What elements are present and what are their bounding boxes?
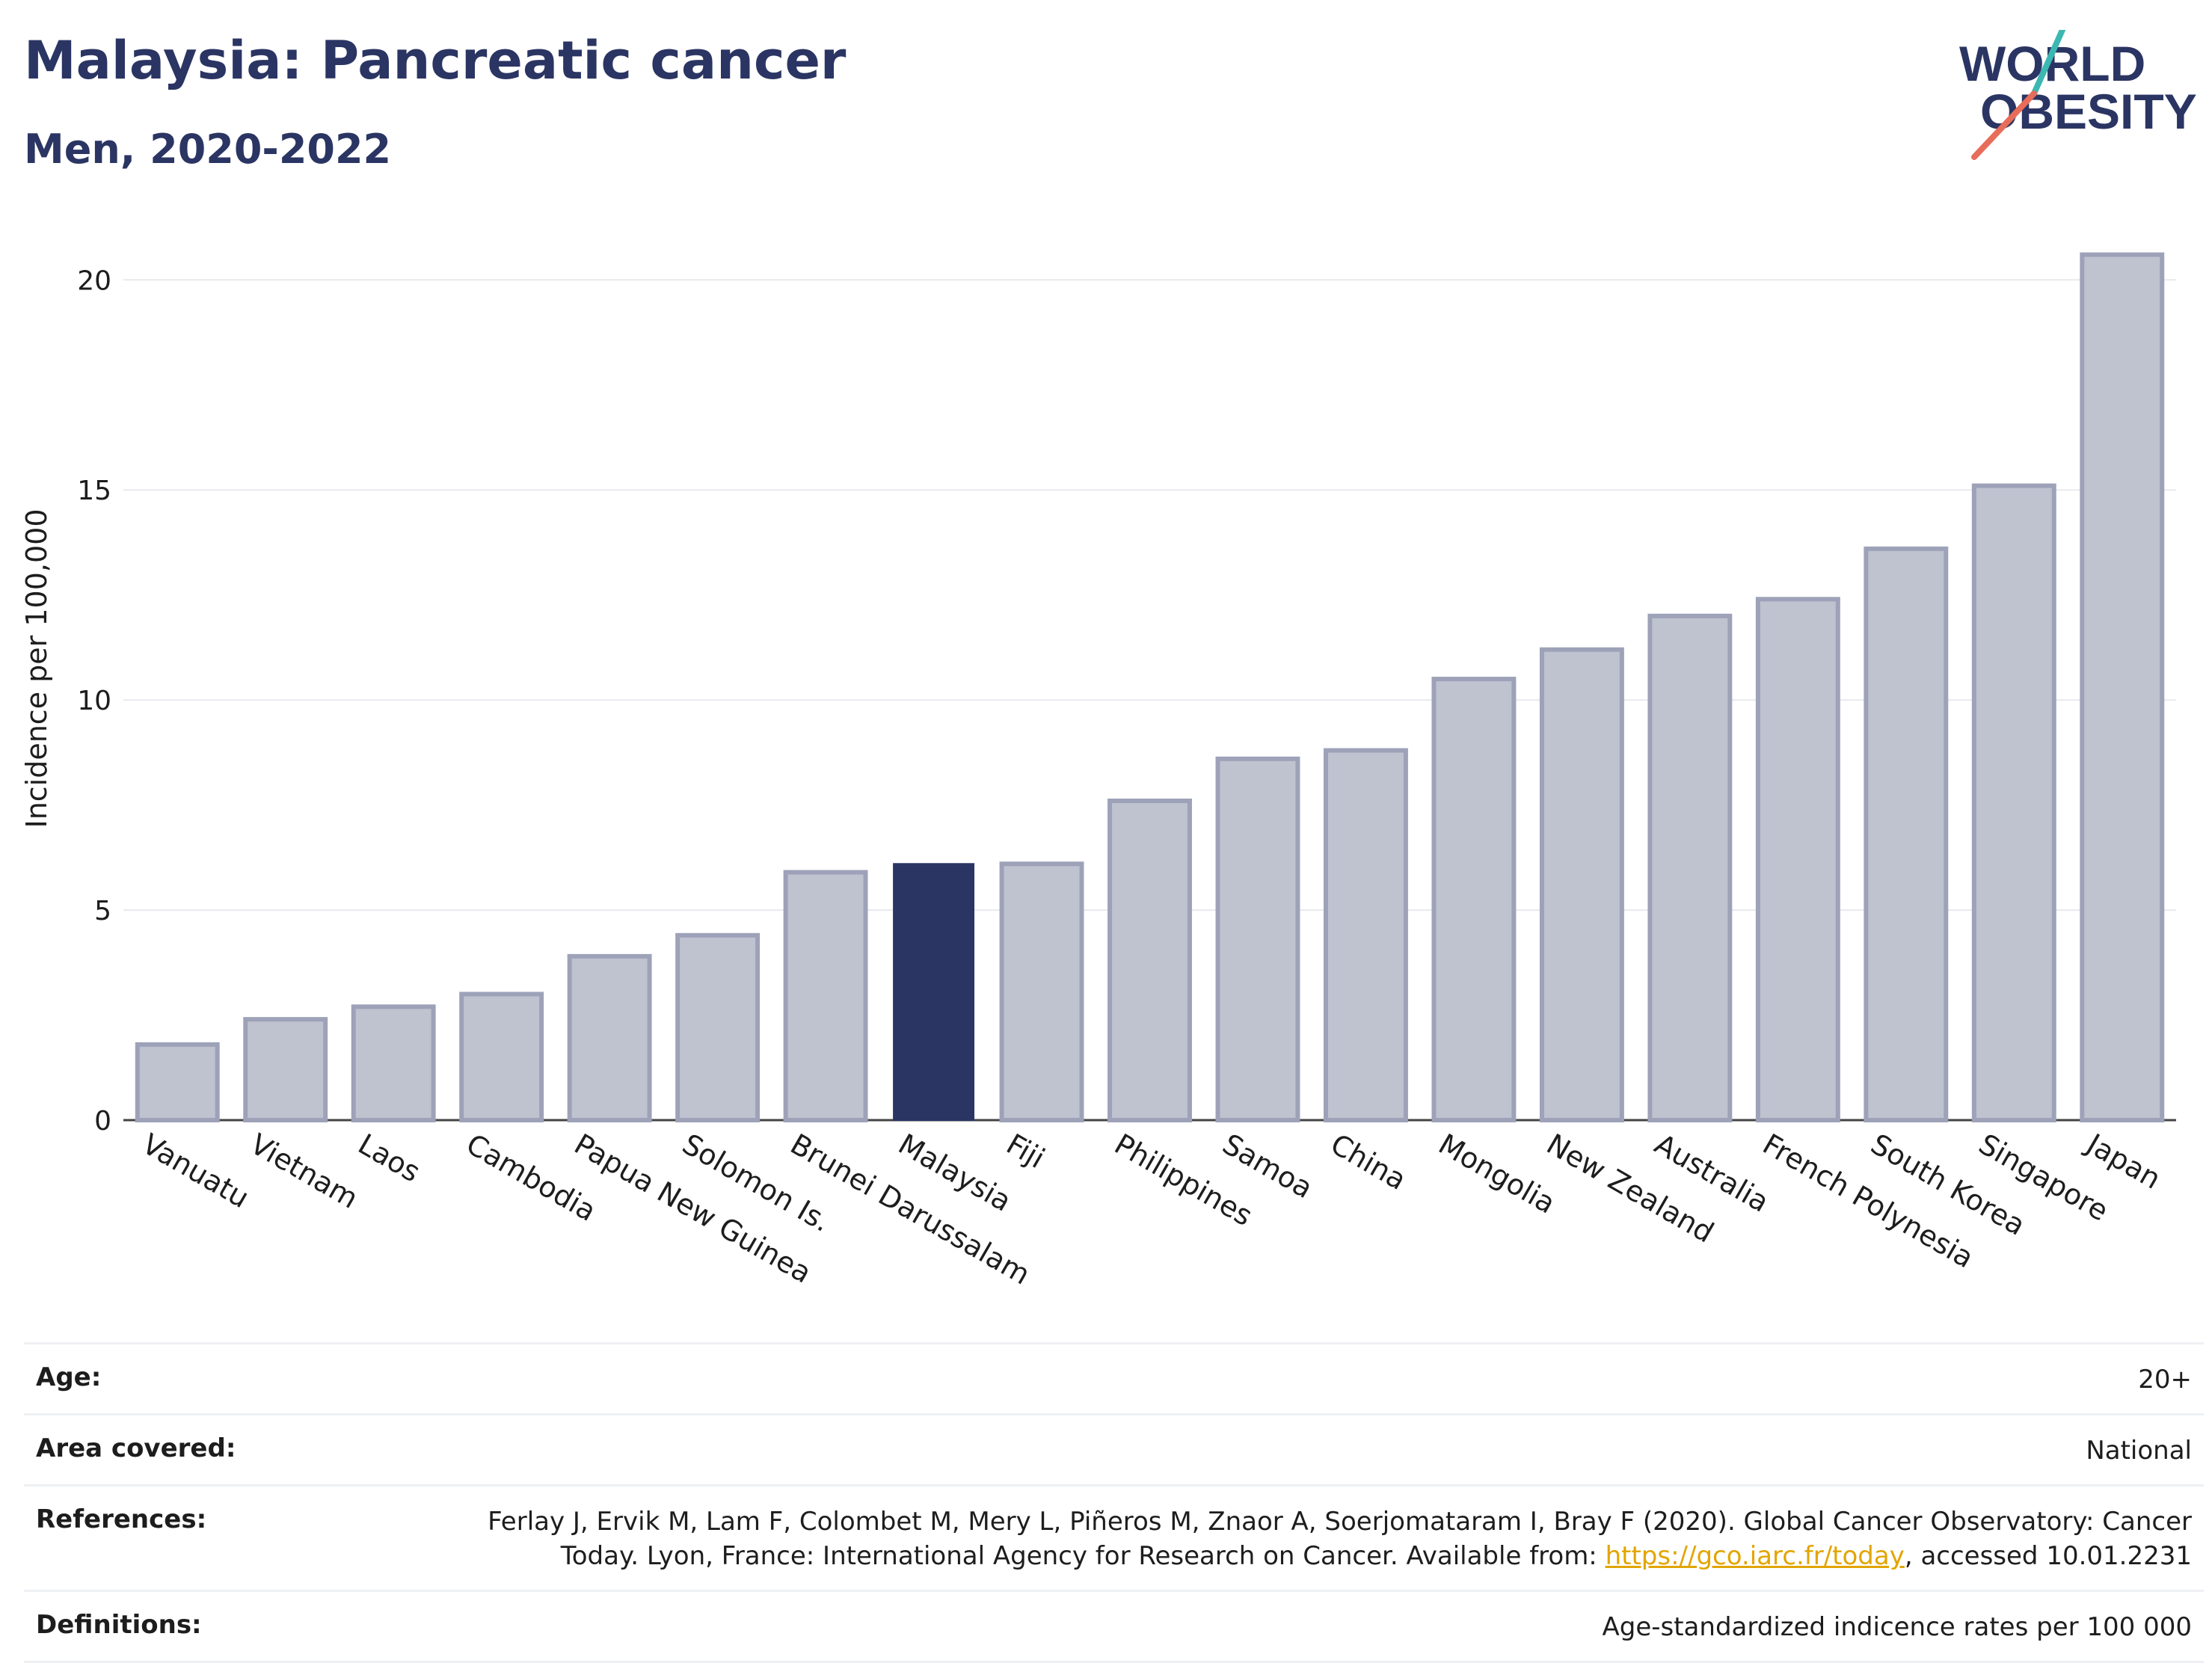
meta-age-value: 20+ [2138,1365,2192,1395]
references-line-1: Ferlay J, Ervik M, Lam F, Colombet M, Me… [488,1507,2192,1537]
logo-slash-coral [1971,90,2037,160]
bars-layer [135,252,2165,1123]
bar [1864,546,1949,1123]
x-tick-label: Vietnam [245,1128,363,1215]
y-tick-label: 5 [94,896,111,926]
bar [351,1004,436,1123]
bar [1539,647,1624,1122]
bar [135,1042,220,1122]
y-tick-label: 10 [77,686,111,716]
x-tick-label: Vanuatu [137,1128,255,1214]
meta-definitions-label: Definitions: [36,1610,202,1640]
y-tick-label: 0 [94,1106,111,1137]
meta-age-label: Age: [36,1362,102,1392]
bar [1323,748,1408,1122]
y-tick-label: 20 [77,265,111,296]
bar [459,992,544,1123]
meta-row-references: References: Ferlay J, Ervik M, Lam F, Co… [24,1484,2204,1590]
logo-text-obesity: OBESITY [1980,84,2197,139]
bar [1215,756,1300,1122]
bar [567,953,652,1122]
x-tick-label: Japan [2080,1127,2167,1196]
meta-row-age: Age: 20+ [24,1342,2204,1413]
bar [2080,252,2165,1123]
meta-area-value: National [2086,1436,2192,1466]
x-tick-label: Mongolia [1433,1128,1561,1220]
meta-row-definitions: Definitions: Age-standardized indicence … [24,1590,2204,1663]
references-link[interactable]: https://gco.iarc.fr/today [1605,1541,1905,1571]
y-axis-label: Incidence per 100,000 [20,508,53,828]
bar [1971,483,2056,1122]
world-obesity-logo: WORLD OBESITY [1959,30,2197,160]
chart-subtitle: Men, 2020-2022 [24,126,392,173]
logo-text-world: WORLD [1959,36,2145,91]
logo-slash-teal [2031,30,2065,96]
bar [243,1017,328,1122]
meta-definitions-value: Age-standardized indicence rates per 100… [1602,1612,2192,1642]
metadata-table: Age: 20+ Area covered: National Referenc… [24,1342,2204,1663]
bar [1107,798,1192,1122]
chart-title: Malaysia: Pancreatic cancer [24,30,847,91]
meta-row-area: Area covered: National [24,1413,2204,1484]
references-line-2b: , accessed 10.01.2231 [1904,1541,2192,1571]
meta-references-label: References: [36,1504,207,1534]
bar [675,932,761,1122]
bar [1755,597,1840,1122]
bar [999,861,1084,1123]
x-tick-label: Laos [353,1128,426,1189]
bar [1431,677,1517,1122]
x-tick-label: China [1325,1128,1412,1196]
references-line-2a: Today. Lyon, France: International Agenc… [560,1541,1606,1571]
meta-references-value: Ferlay J, Ervik M, Lam F, Colombet M, Me… [488,1504,2192,1573]
y-tick-label: 15 [77,476,111,506]
x-tick-label: Fiji [1001,1128,1051,1175]
bar [1647,613,1733,1122]
bar-highlighted [893,863,975,1122]
bar [783,870,868,1122]
meta-area-label: Area covered: [36,1433,236,1463]
